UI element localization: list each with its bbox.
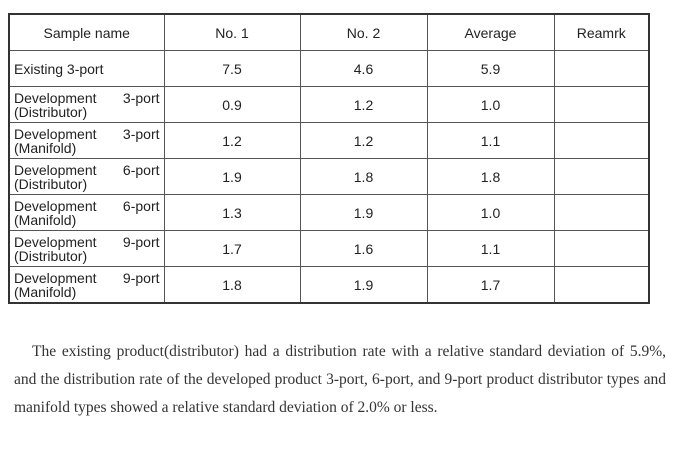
header-cell: Average <box>426 13 555 51</box>
value-cell: 1.9 <box>299 266 428 304</box>
value-cell: 1.3 <box>163 194 301 231</box>
value-cell: 1.9 <box>163 158 301 195</box>
empty-cell <box>553 86 650 123</box>
data-table: Sample name No. 1 No. 2 Average Reamrk Exist… <box>8 13 650 304</box>
name-line: Development 6-port <box>14 161 160 178</box>
value-cell: 1.2 <box>299 86 428 123</box>
table-row: Development 3-port (Distributor) 0.9 1.2 1.0 <box>8 86 650 123</box>
table-row: Development 3-port (Manifold) 1.2 1.2 1.1 <box>8 122 650 159</box>
header-row: Sample name No. 1 No. 2 Average Reamrk <box>8 13 650 51</box>
name-cell: Development 3-port (Distributor) <box>8 86 165 123</box>
value-cell: 1.1 <box>426 122 555 159</box>
name-line: (Distributor) <box>14 175 88 192</box>
empty-cell <box>553 194 650 231</box>
value-cell: 1.7 <box>426 266 555 304</box>
value-cell: 1.0 <box>426 194 555 231</box>
value-cell: 1.8 <box>163 266 301 304</box>
empty-cell <box>553 50 650 87</box>
table-row: Development 6-port (Distributor) 1.9 1.8 1.8 <box>8 158 650 195</box>
value-cell: 1.9 <box>299 194 428 231</box>
header-cell: Reamrk <box>553 13 650 51</box>
value-cell: 1.6 <box>299 230 428 267</box>
empty-cell <box>553 230 650 267</box>
name-line: (Distributor) <box>14 103 88 120</box>
value-cell: 7.5 <box>163 50 301 87</box>
name-cell: Development 6-port (Distributor) <box>8 158 165 195</box>
name-line: Existing 3-port <box>14 60 104 77</box>
table-row: Existing 3-port 7.5 4.6 5.9 <box>8 50 650 87</box>
name-line: Development 3-port <box>14 89 160 106</box>
value-cell: 1.0 <box>426 86 555 123</box>
header-cell: No. 2 <box>299 13 428 51</box>
value-cell: 1.7 <box>163 230 301 267</box>
name-line: (Manifold) <box>14 211 77 228</box>
empty-cell <box>553 122 650 159</box>
header-cell: Sample name <box>8 13 165 51</box>
value-cell: 5.9 <box>426 50 555 87</box>
name-cell: Development 9-port (Manifold) <box>8 266 165 304</box>
name-cell: Development 9-port (Distributor) <box>8 230 165 267</box>
value-cell: 1.8 <box>426 158 555 195</box>
name-line: Development 9-port <box>14 269 160 286</box>
name-line: Development 9-port <box>14 233 160 250</box>
table-row: Development 9-port (Manifold) 1.8 1.9 1.7 <box>8 266 650 304</box>
name-cell: Development 3-port (Manifold) <box>8 122 165 159</box>
empty-cell <box>553 158 650 195</box>
name-line: (Distributor) <box>14 247 88 264</box>
value-cell: 1.2 <box>163 122 301 159</box>
value-cell: 0.9 <box>163 86 301 123</box>
table-row: Development 6-port (Manifold) 1.3 1.9 1.0 <box>8 194 650 231</box>
header-cell: No. 1 <box>163 13 301 51</box>
name-line: (Manifold) <box>14 283 77 300</box>
paragraph: The existing product(distributor) had a … <box>14 343 666 416</box>
value-cell: 1.1 <box>426 230 555 267</box>
name-line: Development 6-port <box>14 197 160 214</box>
name-line: Development 3-port <box>14 125 160 142</box>
empty-cell <box>553 266 650 304</box>
value-cell: 4.6 <box>299 50 428 87</box>
table-row: Development 9-port (Distributor) 1.7 1.6 1.1 <box>8 230 650 267</box>
name-cell: Development 6-port (Manifold) <box>8 194 165 231</box>
value-cell: 1.8 <box>299 158 428 195</box>
name-line: (Manifold) <box>14 139 77 156</box>
name-cell: Existing 3-port <box>8 50 165 87</box>
value-cell: 1.2 <box>299 122 428 159</box>
